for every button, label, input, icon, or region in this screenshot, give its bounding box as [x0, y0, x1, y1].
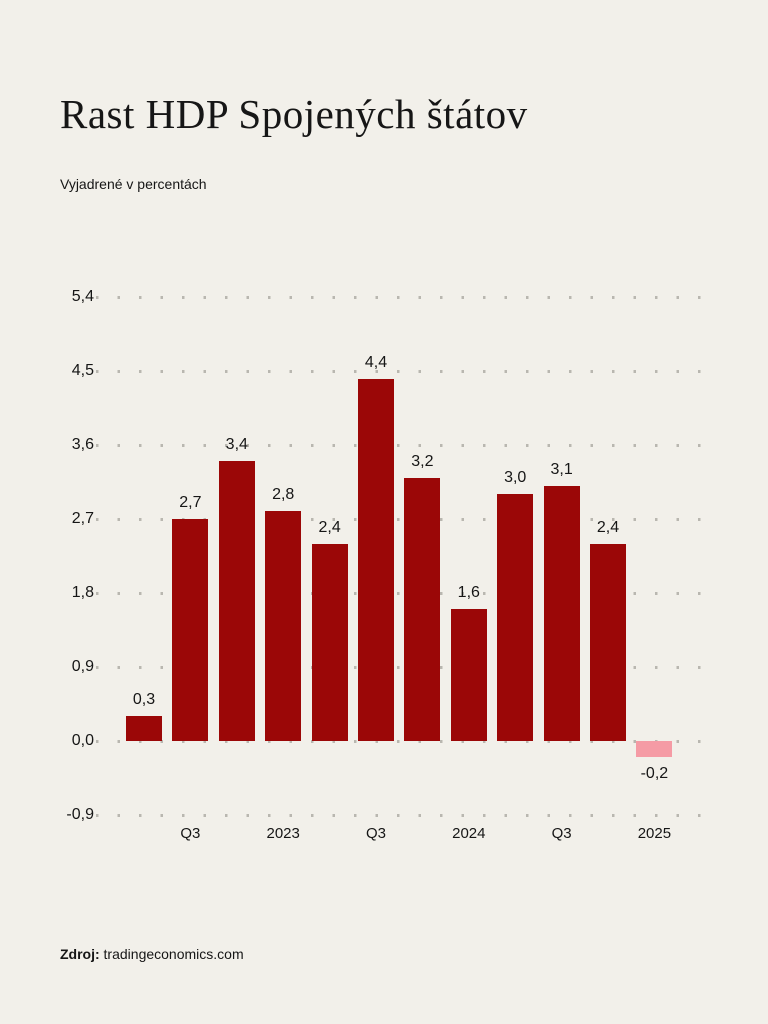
bar — [311, 543, 348, 741]
bar — [126, 716, 162, 741]
bar — [636, 741, 673, 758]
bar-value-label: 3,2 — [411, 452, 434, 470]
gridline — [96, 444, 706, 447]
y-axis-tick-label: 1,8 — [71, 584, 94, 601]
bar-value-label: 0,3 — [132, 691, 156, 709]
y-axis-tick-label: 0,0 — [71, 732, 94, 749]
bar — [590, 543, 626, 741]
bar-value-label: 3,1 — [550, 461, 573, 479]
bar — [265, 510, 302, 741]
bar-value-label: 2,8 — [272, 485, 295, 503]
bar-value-label: 3,0 — [504, 469, 527, 487]
bar — [358, 379, 394, 741]
y-axis-tick-label: 3,6 — [71, 436, 94, 453]
gridline — [96, 518, 706, 521]
source-text: tradingeconomics.com — [103, 946, 244, 962]
gridline — [96, 296, 706, 299]
bar — [404, 477, 441, 741]
x-axis-tick-label: Q3 — [365, 825, 386, 842]
y-axis-tick-label: -0,9 — [66, 806, 94, 823]
bar-value-label: 1,6 — [457, 584, 480, 602]
bar — [543, 486, 580, 741]
x-axis-tick-label: 2024 — [452, 825, 486, 842]
bar-value-label: 4,4 — [364, 354, 388, 372]
bar-value-label: -0,2 — [640, 765, 669, 783]
bar-value-label: 2,4 — [318, 518, 341, 536]
bar — [450, 609, 487, 741]
x-axis-tick-label: 2023 — [266, 825, 300, 842]
gridline — [96, 814, 706, 817]
y-axis-tick-label: 4,5 — [71, 362, 94, 379]
gridline — [96, 592, 706, 595]
y-axis-tick-label: 5,4 — [71, 288, 94, 305]
chart-subtitle: Vyjadrené v percentách — [60, 176, 207, 192]
x-axis-tick-label: 2025 — [637, 825, 672, 842]
bar — [218, 461, 255, 741]
chart-title: Rast HDP Spojených štátov — [60, 91, 528, 137]
x-axis-tick-label: Q3 — [180, 825, 201, 842]
source-note: Zdroj: tradingeconomics.com — [60, 946, 244, 962]
x-axis-tick-label: Q3 — [551, 825, 572, 842]
gridline — [96, 666, 706, 669]
source-label: Zdroj: — [60, 946, 100, 962]
gridline — [96, 370, 706, 373]
bar-value-label: 2,4 — [596, 518, 620, 536]
bar — [172, 519, 209, 741]
bar-value-label: 2,7 — [179, 494, 202, 511]
bar — [497, 494, 534, 741]
gridline — [96, 740, 706, 743]
y-axis-tick-label: 0,9 — [71, 658, 94, 675]
bar-value-label: 3,4 — [225, 436, 248, 454]
y-axis-tick-label: 2,7 — [71, 510, 94, 527]
